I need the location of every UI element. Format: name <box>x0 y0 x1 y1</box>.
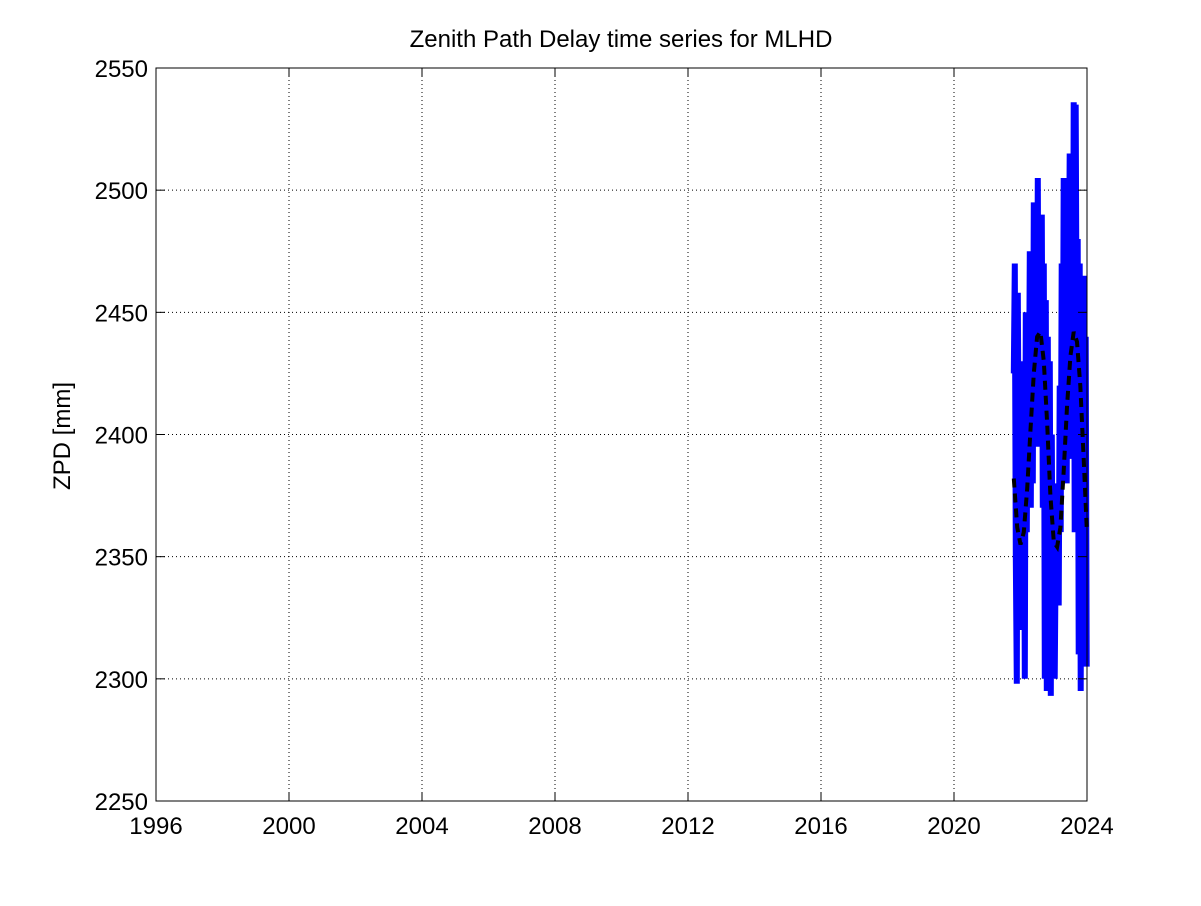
x-tick-labels: 1996 2000 2004 2008 2012 2016 2020 2024 <box>129 813 1113 840</box>
x-tick-label: 2024 <box>1060 813 1113 840</box>
y-tick-labels: 2250 2300 2350 2400 2450 2500 2550 <box>95 56 148 816</box>
x-tick-label: 2000 <box>262 813 315 840</box>
chart-title: Zenith Path Delay time series for MLHD <box>410 26 833 53</box>
x-tick-label: 2016 <box>794 813 847 840</box>
seasonal-fit-line <box>1011 326 1089 553</box>
y-tick-label: 2450 <box>95 300 148 327</box>
y-tick-label: 2250 <box>95 789 148 816</box>
zpd-series-line <box>1010 102 1090 696</box>
x-tick-label: 1996 <box>129 813 182 840</box>
x-tick-label: 2012 <box>661 813 714 840</box>
series-lines <box>1010 102 1090 696</box>
y-tick-label: 2500 <box>95 178 148 205</box>
y-tick-label: 2350 <box>95 545 148 572</box>
y-axis-label: ZPD [mm] <box>49 382 76 490</box>
y-tick-label: 2400 <box>95 423 148 450</box>
x-tick-label: 2004 <box>395 813 448 840</box>
y-tick-label: 2300 <box>95 667 148 694</box>
tick-marks <box>155 67 1088 802</box>
x-tick-label: 2020 <box>927 813 980 840</box>
x-tick-label: 2008 <box>528 813 581 840</box>
y-tick-label: 2550 <box>95 56 148 83</box>
